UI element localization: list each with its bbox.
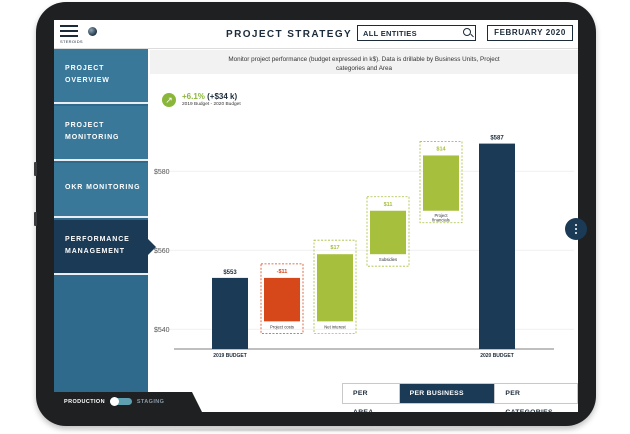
bar-value-label: $587 bbox=[490, 136, 504, 142]
bar-total bbox=[212, 277, 248, 349]
top-bar: STEROIDS PROJECT STRATEGY ALL ENTITIES F… bbox=[54, 20, 578, 49]
bar-value-label: -$11 bbox=[277, 269, 288, 275]
sidebar-item-performance-management[interactable]: PERFORMANCE MANAGEMENT bbox=[54, 220, 148, 275]
sidebar-item-label: OKR MONITORING bbox=[65, 184, 141, 191]
bar-highlight-frame bbox=[419, 141, 463, 224]
active-indicator-arrow bbox=[148, 239, 156, 255]
production-label: PRODUCTION bbox=[64, 398, 105, 405]
sidebar-item-okr-monitoring[interactable]: OKR MONITORING bbox=[54, 163, 148, 218]
tab-per-business-units[interactable]: PER BUSINESS UNITS bbox=[399, 384, 496, 412]
y-tick-label: $580 bbox=[154, 169, 170, 176]
x-category-label: 2020 BUDGET bbox=[480, 353, 514, 359]
entities-search-input[interactable]: ALL ENTITIES bbox=[357, 25, 476, 41]
app-screen: STEROIDS PROJECT STRATEGY ALL ENTITIES F… bbox=[54, 20, 578, 412]
menu-label: STEROIDS bbox=[60, 39, 83, 44]
sidebar-item-label: MONITORING bbox=[65, 134, 120, 141]
logo-icon bbox=[88, 27, 97, 36]
bar-value-label: $11 bbox=[384, 202, 393, 208]
more-vertical-icon bbox=[575, 224, 578, 227]
environment-toggle[interactable] bbox=[109, 397, 132, 406]
kpi-percentage: +6.1% bbox=[182, 92, 205, 101]
sidebar-item-label: PROJECT bbox=[65, 65, 105, 72]
bar-delta bbox=[370, 210, 406, 255]
kpi-absolute: (+$34 k) bbox=[207, 92, 238, 101]
date-selector[interactable]: FEBRUARY 2020 bbox=[487, 25, 573, 41]
sidebar-item-label: MANAGEMENT bbox=[65, 248, 125, 255]
description-banner: Monitor project performance (budget expr… bbox=[150, 50, 578, 74]
staging-label: STAGING bbox=[136, 398, 165, 405]
y-tick-label: $540 bbox=[154, 327, 170, 334]
bar-highlight-frame bbox=[313, 239, 357, 334]
entities-value: ALL ENTITIES bbox=[363, 29, 417, 38]
bar-value-label: $17 bbox=[330, 245, 339, 251]
kpi-subtitle: 2019 Budget - 2020 Budget bbox=[182, 102, 241, 107]
sidebar-item-project-overview[interactable]: PROJECT OVERVIEW bbox=[54, 49, 148, 104]
bar-category-label: Subsidies bbox=[379, 257, 397, 262]
more-options-button[interactable] bbox=[565, 218, 587, 240]
device-shadow bbox=[40, 428, 592, 432]
environment-toggle-row: PRODUCTION STAGING bbox=[64, 397, 165, 406]
page-title: PROJECT STRATEGY bbox=[226, 29, 353, 40]
tab-per-area[interactable]: PER AREA bbox=[343, 384, 400, 412]
bar-delta bbox=[317, 254, 353, 322]
menu-button[interactable]: STEROIDS bbox=[60, 25, 83, 44]
bar-delta bbox=[264, 277, 300, 322]
description-line: Monitor project performance (budget expr… bbox=[228, 56, 500, 63]
bar-category-label: financials bbox=[432, 217, 449, 222]
bar-value-label: $553 bbox=[223, 270, 237, 276]
bar-highlight-frame bbox=[366, 196, 410, 267]
sidebar-item-label: OVERVIEW bbox=[65, 77, 110, 84]
tablet-side-button bbox=[34, 162, 37, 176]
tablet-side-button bbox=[34, 212, 37, 226]
kpi-value: +6.1% (+$34 k) bbox=[182, 92, 237, 101]
sidebar: PROJECT OVERVIEW PROJECT MONITORING OKR … bbox=[54, 49, 156, 412]
bar-category-label: Project costs bbox=[270, 324, 294, 329]
bar-delta bbox=[423, 155, 459, 211]
waterfall-chart: $540 $560 $580 $553 2019 BUDGET -$11 Project c… bbox=[154, 136, 574, 359]
y-tick-label: $560 bbox=[154, 248, 170, 255]
breakdown-tabs: PER AREA PER BUSINESS UNITS PER CATEGORI… bbox=[342, 383, 578, 412]
search-icon bbox=[463, 28, 471, 36]
more-vertical-icon-dot bbox=[575, 232, 578, 235]
menu-icon bbox=[60, 25, 78, 27]
bar-highlight-frame bbox=[260, 263, 304, 334]
menu-icon-bar bbox=[60, 30, 78, 32]
bar-total bbox=[479, 143, 515, 349]
arrow-up-right-icon: ↗ bbox=[162, 93, 176, 107]
description-line: categories and Area bbox=[335, 65, 392, 72]
bar-category-label: Project bbox=[434, 213, 448, 218]
bar-value-label: $14 bbox=[436, 146, 446, 152]
bar-category-label: Net interest bbox=[324, 324, 346, 329]
more-vertical-icon-dot bbox=[575, 228, 578, 231]
x-category-label: 2019 BUDGET bbox=[213, 353, 247, 359]
sidebar-item-project-monitoring[interactable]: PROJECT MONITORING bbox=[54, 106, 148, 161]
sidebar-item-label: PROJECT bbox=[65, 122, 105, 129]
tab-per-categories[interactable]: PER CATEGORIES bbox=[495, 384, 577, 412]
menu-icon-bar bbox=[60, 35, 78, 37]
sidebar-item-label: PERFORMANCE bbox=[65, 236, 130, 243]
